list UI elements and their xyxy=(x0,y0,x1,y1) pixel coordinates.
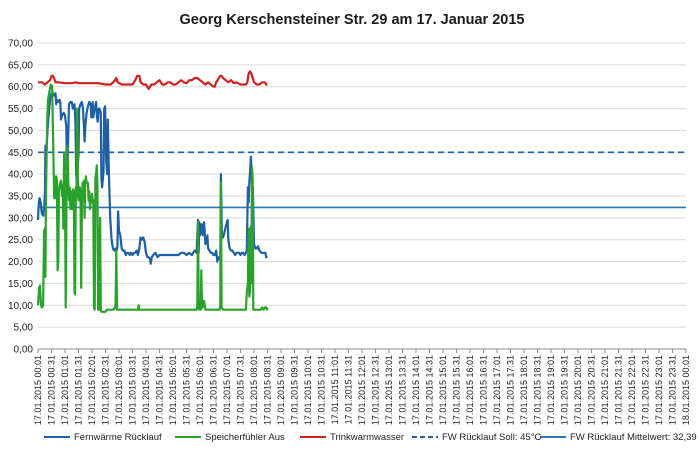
series-line-speicherf-hler-aus xyxy=(36,83,269,313)
x-tick-label: 17.01.2015 18:01 xyxy=(519,355,529,425)
x-tick-label: 17.01.2015 03:01 xyxy=(114,355,124,425)
x-tick-label: 17.01.2015 11:31 xyxy=(344,355,354,424)
y-axis: 0,00 5,00 10,00 15,00 20,00 25,00 30,00 35,00 40… xyxy=(8,39,33,356)
x-tick-label: 17.01.2015 08:31 xyxy=(263,355,273,425)
x-axis: 17.01.2015 00:01 17.01.2015 00:31 17.01.20… xyxy=(33,348,691,425)
series-line-fernw-rme-r-cklauf xyxy=(36,92,268,265)
x-tick-label: 17.01.2015 01:31 xyxy=(74,355,84,425)
x-tick-label: 17.01.2015 11:01 xyxy=(330,355,340,424)
y-tick-label: 60,00 xyxy=(8,82,33,93)
x-tick-label: 17.01.2015 05:01 xyxy=(168,355,178,425)
x-tick-label: 17.01.2015 09:31 xyxy=(290,355,300,425)
legend-label: FW Rücklauf Soll: 45°C xyxy=(442,432,541,443)
y-tick-label: 65,00 xyxy=(8,60,33,71)
series-line-trinkwarmwasser xyxy=(38,70,268,90)
x-tick-label: 17.01.2015 15:01 xyxy=(438,355,448,425)
x-tick-label: 17.01.2015 14:31 xyxy=(425,355,435,425)
x-tick-label: 17.01.2015 14:01 xyxy=(411,355,421,425)
legend-label: Trinkwarmwasser xyxy=(330,432,404,443)
legend: Fernwärme Rücklauf Speicherfühler Aus Trin… xyxy=(44,432,700,443)
x-tick-label: 17.01.2015 01:01 xyxy=(60,355,70,425)
x-tick-label: 17.01.2015 12:01 xyxy=(357,355,367,425)
x-tick-label: 17.01.2015 15:31 xyxy=(452,355,462,425)
x-tick-label: 17.01.2015 13:01 xyxy=(384,355,394,425)
y-tick-label: 70,00 xyxy=(8,39,33,50)
y-tick-label: 25,00 xyxy=(8,235,33,246)
y-tick-label: 50,00 xyxy=(8,126,33,137)
y-tick-label: 20,00 xyxy=(8,257,33,268)
x-tick-label: 17.01.2015 05:31 xyxy=(182,355,192,425)
y-tick-label: 40,00 xyxy=(8,170,33,181)
x-tick-label: 17.01.2015 17:31 xyxy=(506,355,516,425)
x-tick-label: 17.01.2015 04:31 xyxy=(155,355,165,425)
x-tick-label: 17.01.2015 07:31 xyxy=(236,355,246,425)
x-tick-label: 17.01.2015 20:01 xyxy=(573,355,583,425)
x-tick-label: 17.01.2015 16:01 xyxy=(465,355,475,425)
x-tick-label: 17.01.2015 10:31 xyxy=(317,355,327,425)
x-tick-label: 17.01.2015 08:01 xyxy=(249,355,259,425)
x-tick-label: 17.01.2015 07:01 xyxy=(222,355,232,425)
x-tick-label: 17.01.2015 00:31 xyxy=(47,355,57,425)
x-tick-label: 17.01.2015 21:31 xyxy=(614,355,624,425)
y-tick-label: 35,00 xyxy=(8,192,33,203)
legend-label: FW Rücklauf Mittelwert: 32,39 °C xyxy=(570,432,700,443)
x-tick-label: 17.01.2015 10:01 xyxy=(303,355,313,425)
x-tick-label: 17.01.2015 19:01 xyxy=(546,355,556,425)
x-tick-label: 17.01.2015 23:01 xyxy=(654,355,664,425)
x-tick-label: 17.01.2015 13:31 xyxy=(398,355,408,425)
x-tick-label: 17.01.2015 09:01 xyxy=(276,355,286,425)
x-tick-label: 17.01.2015 17:01 xyxy=(492,355,502,425)
series-group xyxy=(36,70,686,313)
x-tick-label: 17.01.2015 21:01 xyxy=(600,355,610,425)
legend-label: Speicherfühler Aus xyxy=(205,432,285,443)
x-tick-label: 17.01.2015 06:31 xyxy=(209,355,219,425)
x-tick-label: 17.01.2015 00:01 xyxy=(33,355,43,425)
x-tick-label: 17.01.2015 03:31 xyxy=(128,355,138,425)
y-tick-label: 55,00 xyxy=(8,104,33,115)
x-tick-label: 17.01.2015 12:31 xyxy=(371,355,381,425)
x-tick-label: 17.01.2015 06:01 xyxy=(195,355,205,425)
x-tick-label: 17.01.2015 20:31 xyxy=(587,355,597,425)
x-tick-label: 17.01.2015 23:31 xyxy=(668,355,678,425)
x-tick-label: 17.01.2015 22:01 xyxy=(627,355,637,425)
chart-title: Georg Kerschensteiner Str. 29 am 17. Jan… xyxy=(180,12,525,28)
x-tick-label: 17.01.2015 02:01 xyxy=(87,355,97,425)
y-tick-label: 0,00 xyxy=(14,345,34,356)
x-tick-label: 18.01.2015 00:01 xyxy=(681,355,691,425)
y-tick-label: 15,00 xyxy=(8,279,33,290)
y-tick-label: 5,00 xyxy=(14,323,34,334)
x-tick-label: 17.01.2015 18:31 xyxy=(533,355,543,425)
x-tick-label: 17.01.2015 02:31 xyxy=(101,355,111,425)
legend-label: Fernwärme Rücklauf xyxy=(74,432,162,443)
grid xyxy=(38,42,686,328)
y-tick-label: 10,00 xyxy=(8,301,33,312)
y-tick-label: 30,00 xyxy=(8,213,33,224)
x-tick-label: 17.01.2015 22:31 xyxy=(641,355,651,425)
x-tick-label: 17.01.2015 19:31 xyxy=(560,355,570,425)
x-tick-label: 17.01.2015 16:31 xyxy=(479,355,489,425)
y-tick-label: 45,00 xyxy=(8,148,33,159)
x-tick-label: 17.01.2015 04:01 xyxy=(141,355,151,425)
